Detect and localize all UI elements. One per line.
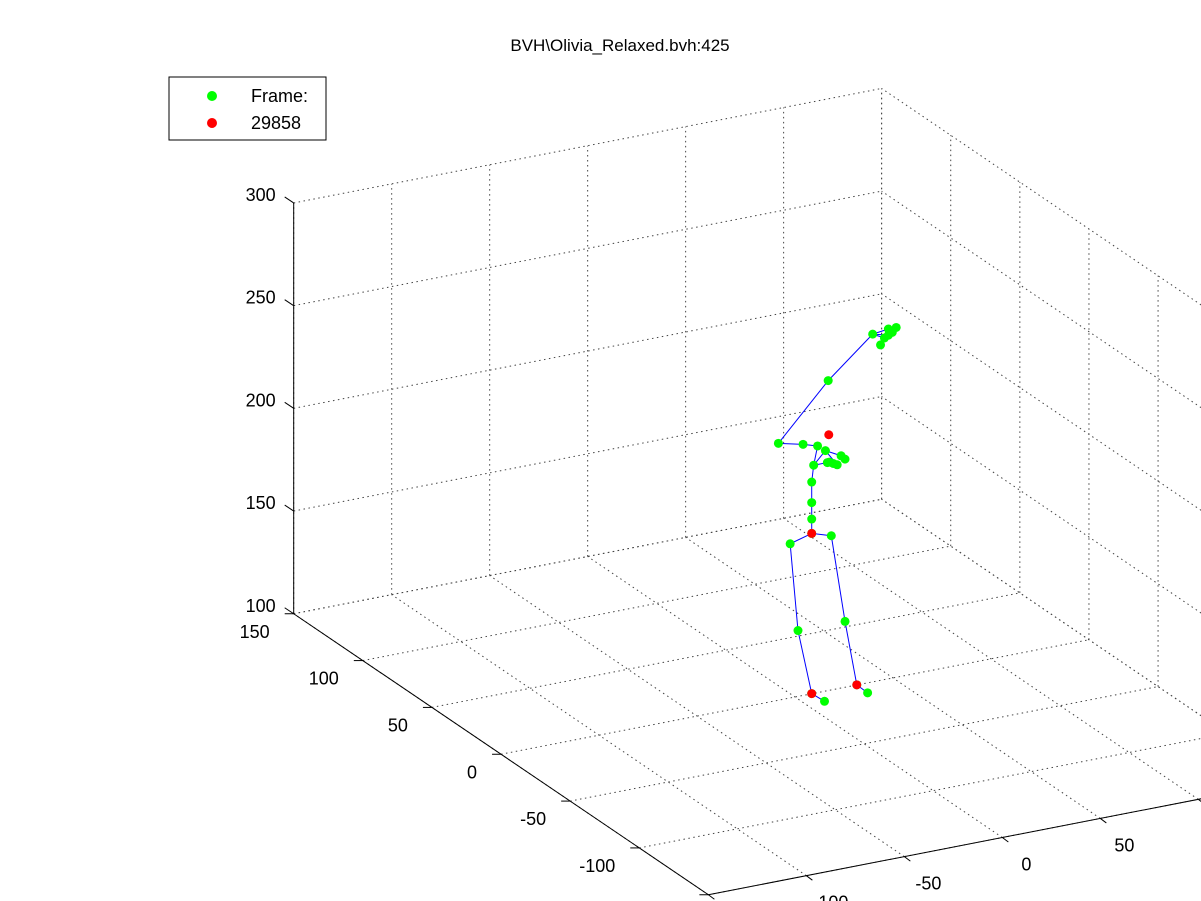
grid-line-right-z	[881, 88, 1201, 306]
x-tick-label: -50	[915, 874, 941, 894]
joint-l_hip	[826, 531, 836, 541]
legend-label-frame-number: 29858	[251, 113, 301, 133]
joint-r_knee	[793, 626, 803, 636]
bone-l_knee-l_ankle	[844, 621, 858, 685]
grid-line-floor-x	[685, 536, 1101, 819]
z-tick-label: 150	[246, 493, 276, 513]
y-tick-label: -100	[579, 856, 615, 876]
grid-line-floor-x	[391, 594, 807, 877]
marker-m_head	[824, 430, 834, 440]
bone-r_hip-r_knee	[789, 543, 799, 631]
z-tick-mark	[284, 607, 294, 615]
grid-line-floor-x	[587, 556, 1003, 838]
y-tick-label: 0	[467, 762, 477, 782]
z-tick-label: 100	[246, 596, 276, 616]
x-tick-label: -100	[812, 893, 848, 901]
bone-l_hip-l_knee	[830, 535, 846, 622]
x-tick-mark	[1100, 818, 1107, 824]
joint-f2b	[876, 340, 886, 350]
z-tick-mark	[284, 299, 294, 307]
x-tick-mark	[1002, 837, 1009, 843]
joint-spine1	[807, 514, 817, 524]
legend: Frame: 29858	[168, 76, 327, 141]
z-tick-label: 250	[246, 288, 276, 308]
chart-title: BVH\Olivia_Relaxed.bvh:425	[510, 36, 729, 55]
x-tick-label: 0	[1021, 855, 1031, 875]
joint-l_shoulder	[820, 446, 830, 456]
legend-label-frame: Frame:	[251, 86, 308, 106]
z-tick-mark	[284, 401, 294, 409]
bone-r_wrist-r_hand	[827, 333, 874, 381]
x-tick-mark	[806, 875, 813, 881]
axes-lines	[284, 196, 1201, 900]
y-tick-label: 50	[388, 715, 408, 735]
joint-neck	[809, 460, 819, 470]
grid-line-right-z	[881, 498, 1201, 717]
joint-r_elbow	[773, 438, 783, 448]
x-tick-mark	[904, 856, 911, 862]
grid-line-floor-x	[783, 517, 1199, 800]
skeleton-markers	[807, 430, 862, 699]
joint-l_knee	[840, 616, 850, 626]
z-tick-label: 200	[246, 390, 276, 410]
x-tick-label: 50	[1114, 835, 1134, 855]
joint-f3b	[887, 327, 897, 337]
grid-line-right-z	[881, 190, 1201, 409]
joint-r_hand	[868, 329, 878, 339]
y-tick-label: 100	[309, 669, 339, 689]
z-tick-mark	[284, 196, 294, 204]
tick-labels: -150-100-50050100150-150-100-50050100150…	[240, 185, 1135, 901]
grid-line-right-z	[881, 396, 1201, 614]
legend-box	[168, 76, 327, 141]
joint-r_toe	[820, 696, 830, 706]
joint-spine3	[807, 477, 817, 487]
marker-m_l_ankle	[852, 680, 862, 690]
grid-line-right-z	[881, 293, 1201, 511]
joint-r_wrist	[823, 376, 833, 386]
joint-l_toe	[863, 688, 873, 698]
z-tick-label: 300	[246, 185, 276, 205]
joint-r_upperarm	[798, 439, 808, 449]
legend-marker-frame	[207, 91, 217, 101]
bone-r_elbow-r_wrist	[778, 380, 829, 444]
grid-line-floor-x	[489, 575, 905, 858]
joint-l_upperarm	[813, 441, 823, 451]
joint-head	[822, 458, 832, 468]
bone-r_knee-r_ankle	[797, 630, 813, 694]
joint-spine2	[807, 498, 817, 508]
x-tick-mark	[708, 894, 715, 900]
marker-m_hips	[807, 528, 817, 538]
z-tick-mark	[284, 504, 294, 512]
legend-marker-frame-number	[207, 118, 217, 128]
x-tick-mark	[1198, 798, 1201, 802]
y-tick-label: -50	[520, 809, 546, 829]
joint-hf2	[840, 454, 850, 464]
y-tick-label: 150	[240, 622, 270, 642]
marker-m_r_ankle	[807, 689, 817, 699]
joint-r_hip	[785, 539, 795, 549]
